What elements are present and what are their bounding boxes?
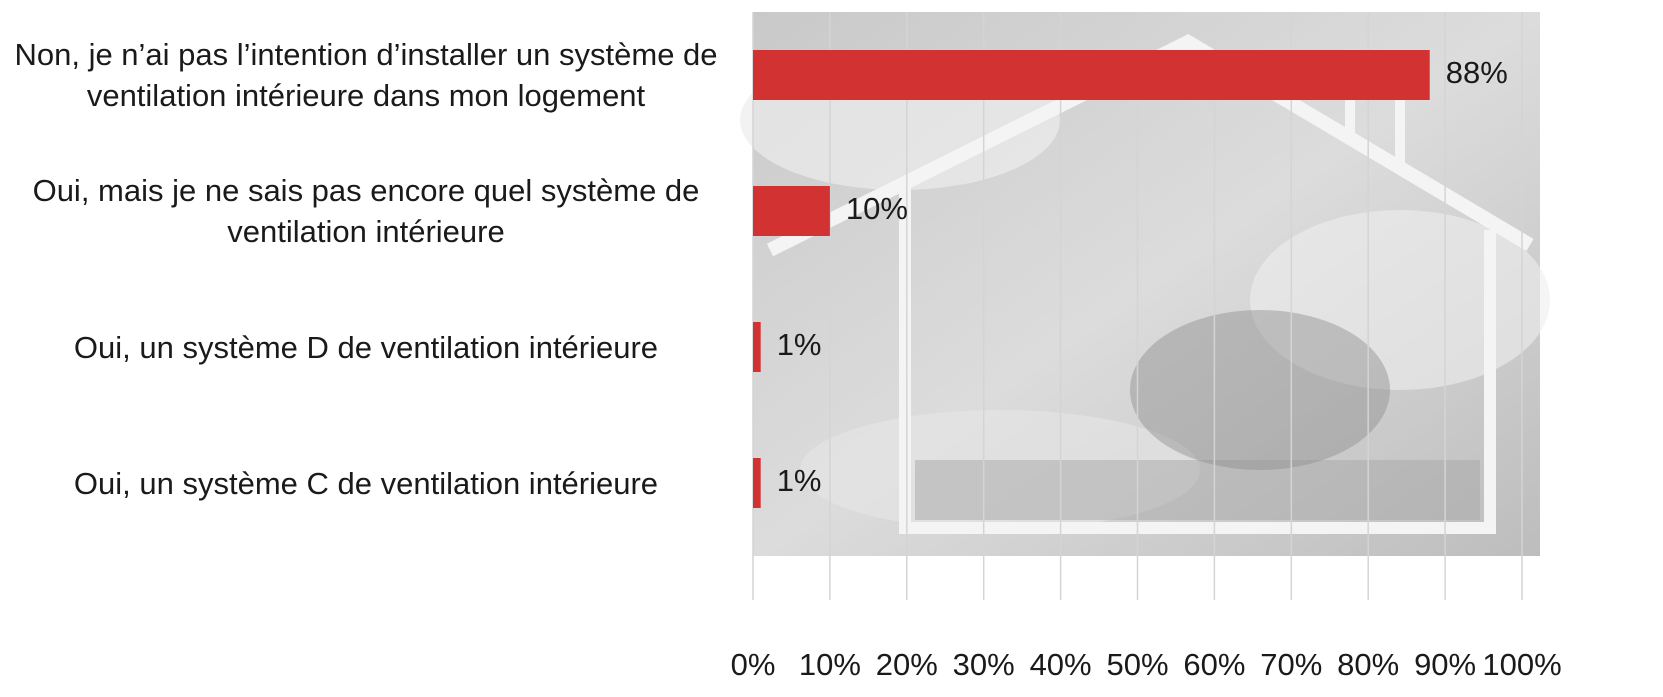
category-label: Oui, un système C de ventilation intérie… <box>10 383 722 583</box>
bar <box>753 186 830 236</box>
floor <box>915 460 1480 520</box>
x-tick-label: 10% <box>799 647 861 682</box>
value-label: 1% <box>777 327 822 362</box>
people-silhouette <box>1130 310 1390 470</box>
value-label: 88% <box>1446 55 1508 90</box>
x-tick-label: 70% <box>1260 647 1322 682</box>
value-label: 1% <box>777 463 822 498</box>
x-tick-label: 80% <box>1337 647 1399 682</box>
value-label: 10% <box>846 191 908 226</box>
x-tick-label: 50% <box>1106 647 1168 682</box>
bar <box>753 458 761 508</box>
x-tick-label: 60% <box>1183 647 1245 682</box>
bar <box>753 322 761 372</box>
x-tick-label: 90% <box>1414 647 1476 682</box>
bar <box>753 50 1430 100</box>
x-tick-label: 20% <box>876 647 938 682</box>
x-tick-label: 100% <box>1482 647 1561 682</box>
x-tick-label: 40% <box>1030 647 1092 682</box>
x-tick-label: 30% <box>953 647 1015 682</box>
page: {"chart_data": {"type": "bar", "orientat… <box>0 0 1663 697</box>
x-tick-label: 0% <box>731 647 776 682</box>
